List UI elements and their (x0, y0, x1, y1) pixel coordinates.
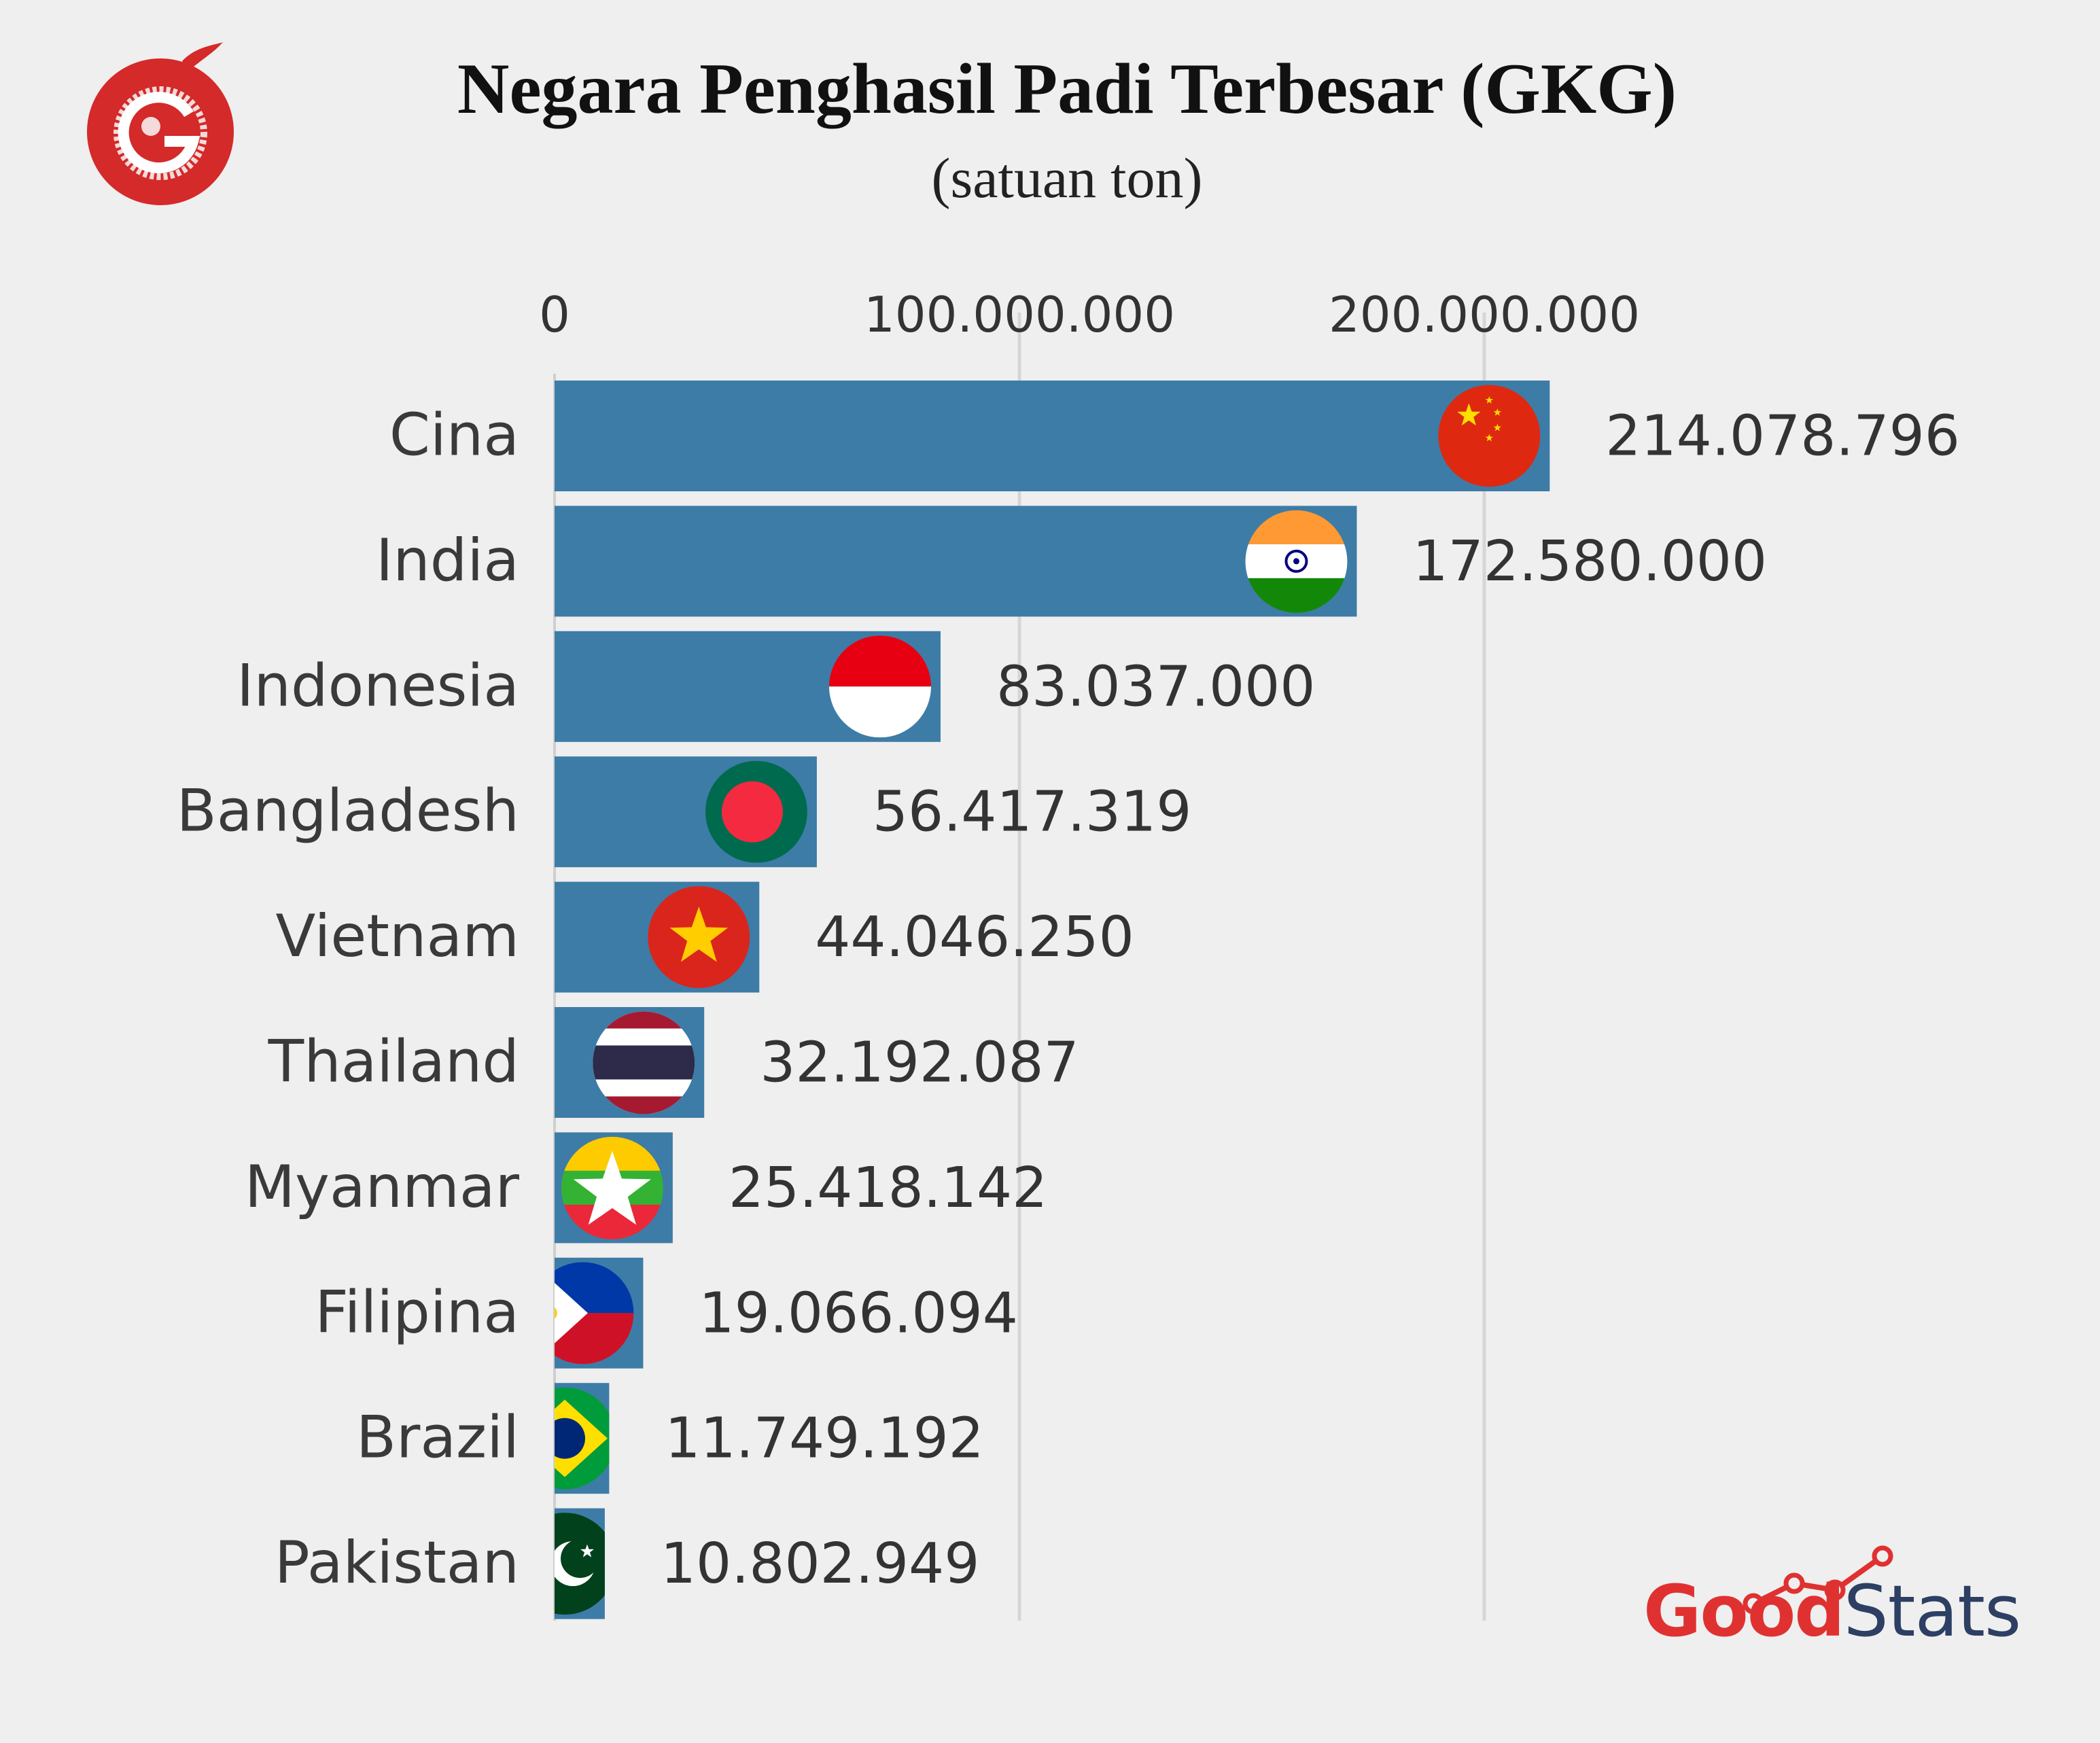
x-tick-label: 100.000.000 (864, 286, 1175, 343)
x-tick-label: 0 (539, 286, 570, 343)
value-label: 172.580.000 (1412, 529, 1767, 594)
value-label: 25.418.142 (729, 1156, 1048, 1220)
category-label: Bangladesh (177, 777, 519, 845)
category-label: Indonesia (237, 652, 519, 720)
x-axis-tick-labels: 0 100.000.000 200.000.000 (539, 286, 1640, 343)
value-label: 56.417.319 (873, 780, 1192, 845)
category-label: Pakistan (275, 1529, 519, 1597)
goodstats-logo-good: Good (1643, 1570, 1845, 1653)
category-label: India (376, 527, 519, 595)
bar (555, 381, 1550, 491)
china-flag-icon (1438, 385, 1541, 487)
goodstats-logo: GoodStats (1643, 1570, 2021, 1658)
thailand-flag-icon (593, 1011, 695, 1114)
value-label: 214.078.796 (1605, 404, 1960, 469)
bangladesh-flag-icon (705, 760, 807, 863)
value-label: 19.066.094 (699, 1281, 1018, 1345)
category-label: Brazil (356, 1404, 519, 1472)
value-label: 44.046.250 (815, 905, 1134, 970)
category-label: Thailand (268, 1028, 519, 1096)
category-label: Vietnam (276, 902, 519, 970)
goodstats-logo-stats: Stats (1843, 1570, 2021, 1653)
category-label: Filipina (315, 1278, 519, 1346)
value-label: 32.192.087 (760, 1031, 1079, 1095)
myanmar-flag-icon (561, 1136, 663, 1239)
indonesia-flag-icon (829, 635, 931, 738)
vietnam-flag-icon (648, 886, 750, 989)
chart-subtitle: (satuan ton) (931, 147, 1203, 210)
category-labels: Cina India Indonesia Bangladesh Vietnam Thail… (177, 402, 520, 1598)
trend-line-icon (1743, 1545, 1893, 1615)
goodnews-g-logo (87, 42, 234, 205)
pakistan-flag-icon (555, 1513, 605, 1615)
value-labels: 214.078.796 172.580.000 83.037.000 56.417.3… (661, 404, 1960, 1597)
value-label: 10.802.949 (661, 1532, 979, 1596)
bar (555, 506, 1357, 617)
x-tick-label: 200.000.000 (1329, 286, 1640, 343)
category-label: Cina (389, 402, 519, 470)
india-flag-icon (1245, 510, 1348, 613)
value-label: 83.037.000 (996, 654, 1316, 719)
chart-title: Negara Penghasil Padi Terbesar (GKG) (457, 49, 1677, 128)
chart-header: Negara Penghasil Padi Terbesar (GKG) (sa… (0, 0, 2100, 245)
value-label: 11.749.192 (665, 1407, 984, 1471)
philippines-flag-icon (555, 1262, 634, 1365)
category-label: Myanmar (245, 1153, 520, 1221)
brazil-flag-icon (555, 1387, 610, 1490)
